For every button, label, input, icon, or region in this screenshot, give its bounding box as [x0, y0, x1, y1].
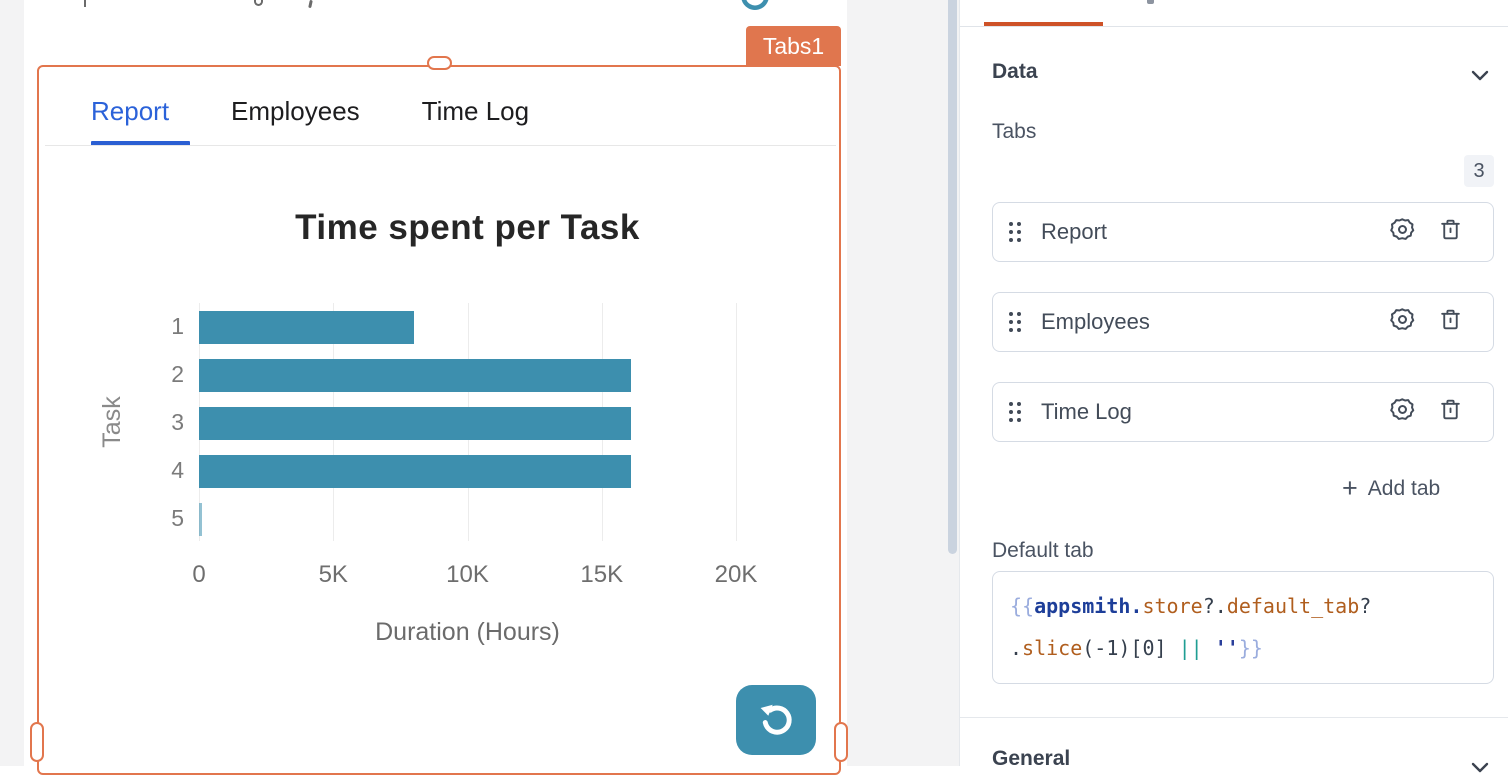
panel-left-border: [959, 0, 960, 766]
editor-canvas: Tabs1 Report Employees Time Log Time spent…: [0, 0, 960, 775]
tab-list-item-report[interactable]: Report: [992, 202, 1494, 262]
chart-x-tick-label: 0: [192, 561, 206, 588]
plus-icon: +: [1342, 473, 1358, 503]
canvas-gutter-right: [847, 0, 960, 766]
tab-item-label: Time Log: [1041, 399, 1132, 424]
add-tab-label: Add tab: [1367, 476, 1441, 500]
tab-list-item-employees[interactable]: Employees: [992, 292, 1494, 352]
tabbar-divider: [45, 145, 836, 146]
property-pane: Data Tabs 3 Report Employees Time Log + Ad…: [960, 0, 1508, 773]
refresh-button[interactable]: [736, 685, 816, 755]
trash-icon[interactable]: [1438, 397, 1463, 427]
active-tab-underline: [91, 141, 190, 146]
chart-y-tick-label: 1: [171, 313, 184, 339]
resize-handle-left[interactable]: [30, 722, 44, 762]
chart-x-axis-label: Duration (Hours): [375, 618, 560, 646]
code-line: {{appsmith.store?.default_tab?: [1010, 594, 1372, 618]
tab-item-label: Employees: [1041, 309, 1150, 334]
chart-x-tick-label: 5K: [318, 561, 348, 588]
chart-bar: [199, 310, 414, 344]
clipped-refresh-icon: [737, 0, 773, 11]
trash-icon[interactable]: [1438, 217, 1463, 247]
pane-tabbar-divider: [960, 26, 1508, 27]
canvas-scrollbar[interactable]: [948, 0, 957, 554]
chart-y-tick-label: 4: [171, 457, 184, 483]
chart-bar: [199, 502, 202, 536]
widget-tab-report[interactable]: Report: [91, 96, 170, 126]
tab-item-label: Report: [1041, 219, 1108, 244]
drag-handle-icon[interactable]: [1009, 312, 1021, 332]
chart-title: Time spent per Task: [295, 208, 640, 247]
chart-x-tick-label: 15K: [580, 561, 624, 588]
chart-plot-area: [199, 303, 737, 543]
section-header-general[interactable]: General: [992, 747, 1071, 770]
chart-gridline: [736, 303, 737, 541]
chart-bar: [199, 358, 632, 392]
chart-y-tick-label: 2: [171, 361, 184, 387]
gear-icon[interactable]: [1389, 396, 1416, 428]
code-line: .slice(-1)[0] || ''}}: [1010, 636, 1263, 660]
clipped-text-fragment: [308, 0, 313, 9]
canvas-gutter-left: [0, 0, 24, 766]
chart-x-tick-label: 10K: [446, 561, 489, 588]
chart-x-tick-label: 20K: [714, 561, 758, 588]
drag-handle-icon[interactable]: [1009, 402, 1021, 422]
default-tab-code-input[interactable]: {{appsmith.store?.default_tab? .slice(-1)…: [992, 571, 1494, 684]
pane-active-tab-underline: [984, 22, 1103, 27]
resize-handle-right[interactable]: [834, 722, 848, 762]
tab-list-item-time-log[interactable]: Time Log: [992, 382, 1494, 442]
default-tab-label: Default tab: [992, 539, 1094, 562]
clipped-text-fragment: [254, 0, 263, 6]
clipped-pane-tab-text: [1147, 0, 1154, 4]
chart-y-tick-label: 5: [171, 505, 184, 531]
trash-icon[interactable]: [1438, 307, 1463, 337]
chart-y-tick-label: 3: [171, 409, 184, 435]
gear-icon[interactable]: [1389, 306, 1416, 338]
tabs-count-badge: 3: [1464, 155, 1494, 187]
resize-handle-top[interactable]: [427, 56, 452, 70]
section-header-data[interactable]: Data: [992, 60, 1038, 83]
tabs-widget-tabbar: Report Employees Time Log: [91, 96, 529, 127]
refresh-icon: [754, 697, 798, 744]
widget-name-badge[interactable]: Tabs1: [746, 26, 841, 66]
chart-bar: [199, 454, 632, 488]
chart-y-axis-label: Task: [98, 396, 126, 448]
drag-handle-icon[interactable]: [1009, 222, 1021, 242]
widget-tab-employees[interactable]: Employees: [231, 96, 360, 126]
section-divider: [960, 717, 1508, 718]
chevron-down-icon[interactable]: [1468, 755, 1492, 779]
clipped-text-fragment: [84, 0, 86, 7]
chevron-down-icon[interactable]: [1468, 63, 1492, 87]
widget-tab-time-log[interactable]: Time Log: [421, 96, 530, 126]
gear-icon[interactable]: [1389, 216, 1416, 248]
tabs-property-label: Tabs: [992, 120, 1037, 143]
chart-bar: [199, 406, 632, 440]
add-tab-button[interactable]: + Add tab: [1342, 475, 1440, 502]
